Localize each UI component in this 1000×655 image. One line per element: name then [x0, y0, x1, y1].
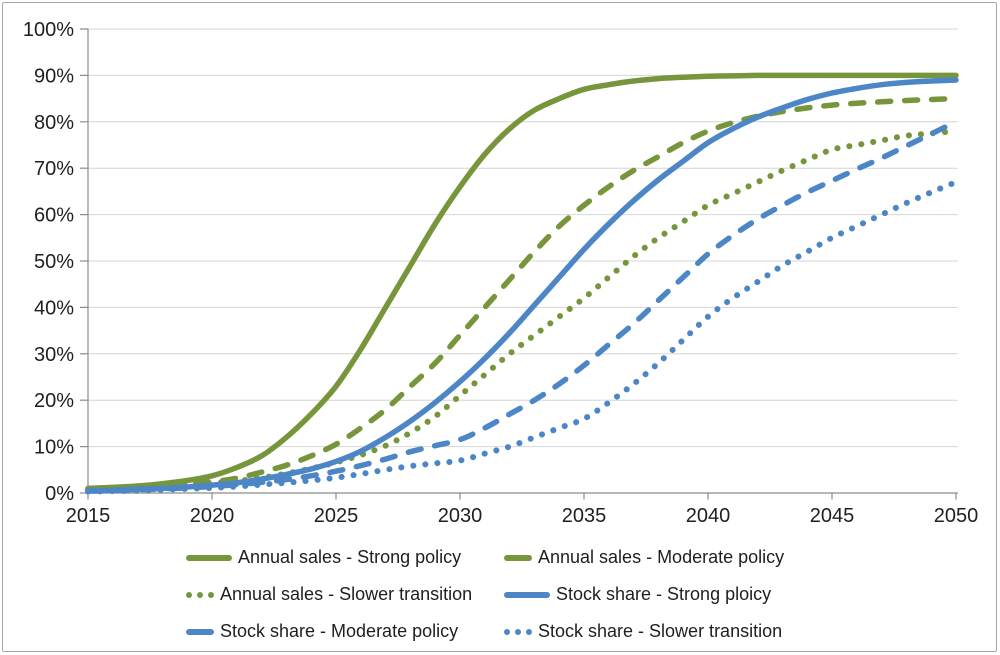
legend-label: Stock share - Strong ploicy — [556, 584, 772, 604]
series-line-5 — [85, 179, 959, 495]
x-tick-label: 2050 — [934, 505, 979, 527]
x-tick-label: 2035 — [562, 505, 607, 527]
legend-row: Annual sales - Strong policy Annual sale… — [3, 539, 996, 576]
legend-item-stock-share-slower-transition: Stock share - Slower transition — [504, 621, 782, 642]
x-tick-label: 2030 — [438, 505, 483, 527]
dotted-line-swatch — [504, 628, 532, 635]
series-line-1 — [85, 95, 959, 493]
line-chart-canvas: 0% 10% 20% 30% 40% 50% 60% 70% 80% 90% 100% 2015 202… — [23, 19, 979, 527]
y-tick-label: 90% — [34, 65, 74, 87]
dotted-line-swatch — [186, 591, 214, 598]
y-tick-label: 100% — [23, 19, 74, 41]
series-line-3 — [85, 77, 959, 494]
chart-legend: Annual sales - Strong policy Annual sale… — [3, 539, 996, 650]
legend-row: Annual sales - Slower transition Stock s… — [3, 576, 996, 613]
series-line-4 — [85, 119, 959, 494]
x-tick-label: 2020 — [190, 505, 235, 527]
y-tick-label: 70% — [34, 158, 74, 180]
y-tick-label: 40% — [34, 297, 74, 319]
series-line-0 — [85, 72, 959, 492]
x-tick-label: 2015 — [66, 505, 111, 527]
y-tick-label: 60% — [34, 205, 74, 227]
x-tick-label: 2040 — [686, 505, 731, 527]
legend-item-stock-share-moderate-policy: Stock share - Moderate policy — [186, 621, 504, 642]
y-tick-label: 30% — [34, 344, 74, 366]
y-tick-label: 20% — [34, 390, 74, 412]
legend-item-annual-sales-strong-policy: Annual sales - Strong policy — [186, 547, 504, 568]
y-tick-label: 0% — [45, 483, 74, 505]
legend-label: Stock share - Slower transition — [538, 621, 783, 641]
dashed-line-swatch — [504, 554, 532, 561]
y-tick-label: 50% — [34, 251, 74, 273]
legend-row: Stock share - Moderate policy Stock shar… — [3, 613, 996, 650]
legend-label: Stock share - Moderate policy — [220, 621, 459, 641]
y-tick-label: 10% — [34, 437, 74, 459]
dashed-line-swatch — [186, 628, 214, 635]
x-tick-label: 2025 — [314, 505, 359, 527]
solid-line-swatch — [504, 591, 550, 598]
legend-label: Annual sales - Slower transition — [220, 584, 473, 604]
legend-item-annual-sales-slower-transition: Annual sales - Slower transition — [186, 584, 504, 605]
series-line-2 — [85, 128, 959, 493]
solid-line-swatch — [186, 554, 232, 561]
legend-item-annual-sales-moderate-policy: Annual sales - Moderate policy — [504, 547, 784, 568]
legend-item-stock-share-strong-policy: Stock share - Strong ploicy — [504, 584, 771, 605]
legend-label: Annual sales - Strong policy — [238, 547, 462, 567]
x-tick-label: 2045 — [810, 505, 855, 527]
legend-label: Annual sales - Moderate policy — [538, 547, 785, 567]
y-tick-label: 80% — [34, 112, 74, 134]
